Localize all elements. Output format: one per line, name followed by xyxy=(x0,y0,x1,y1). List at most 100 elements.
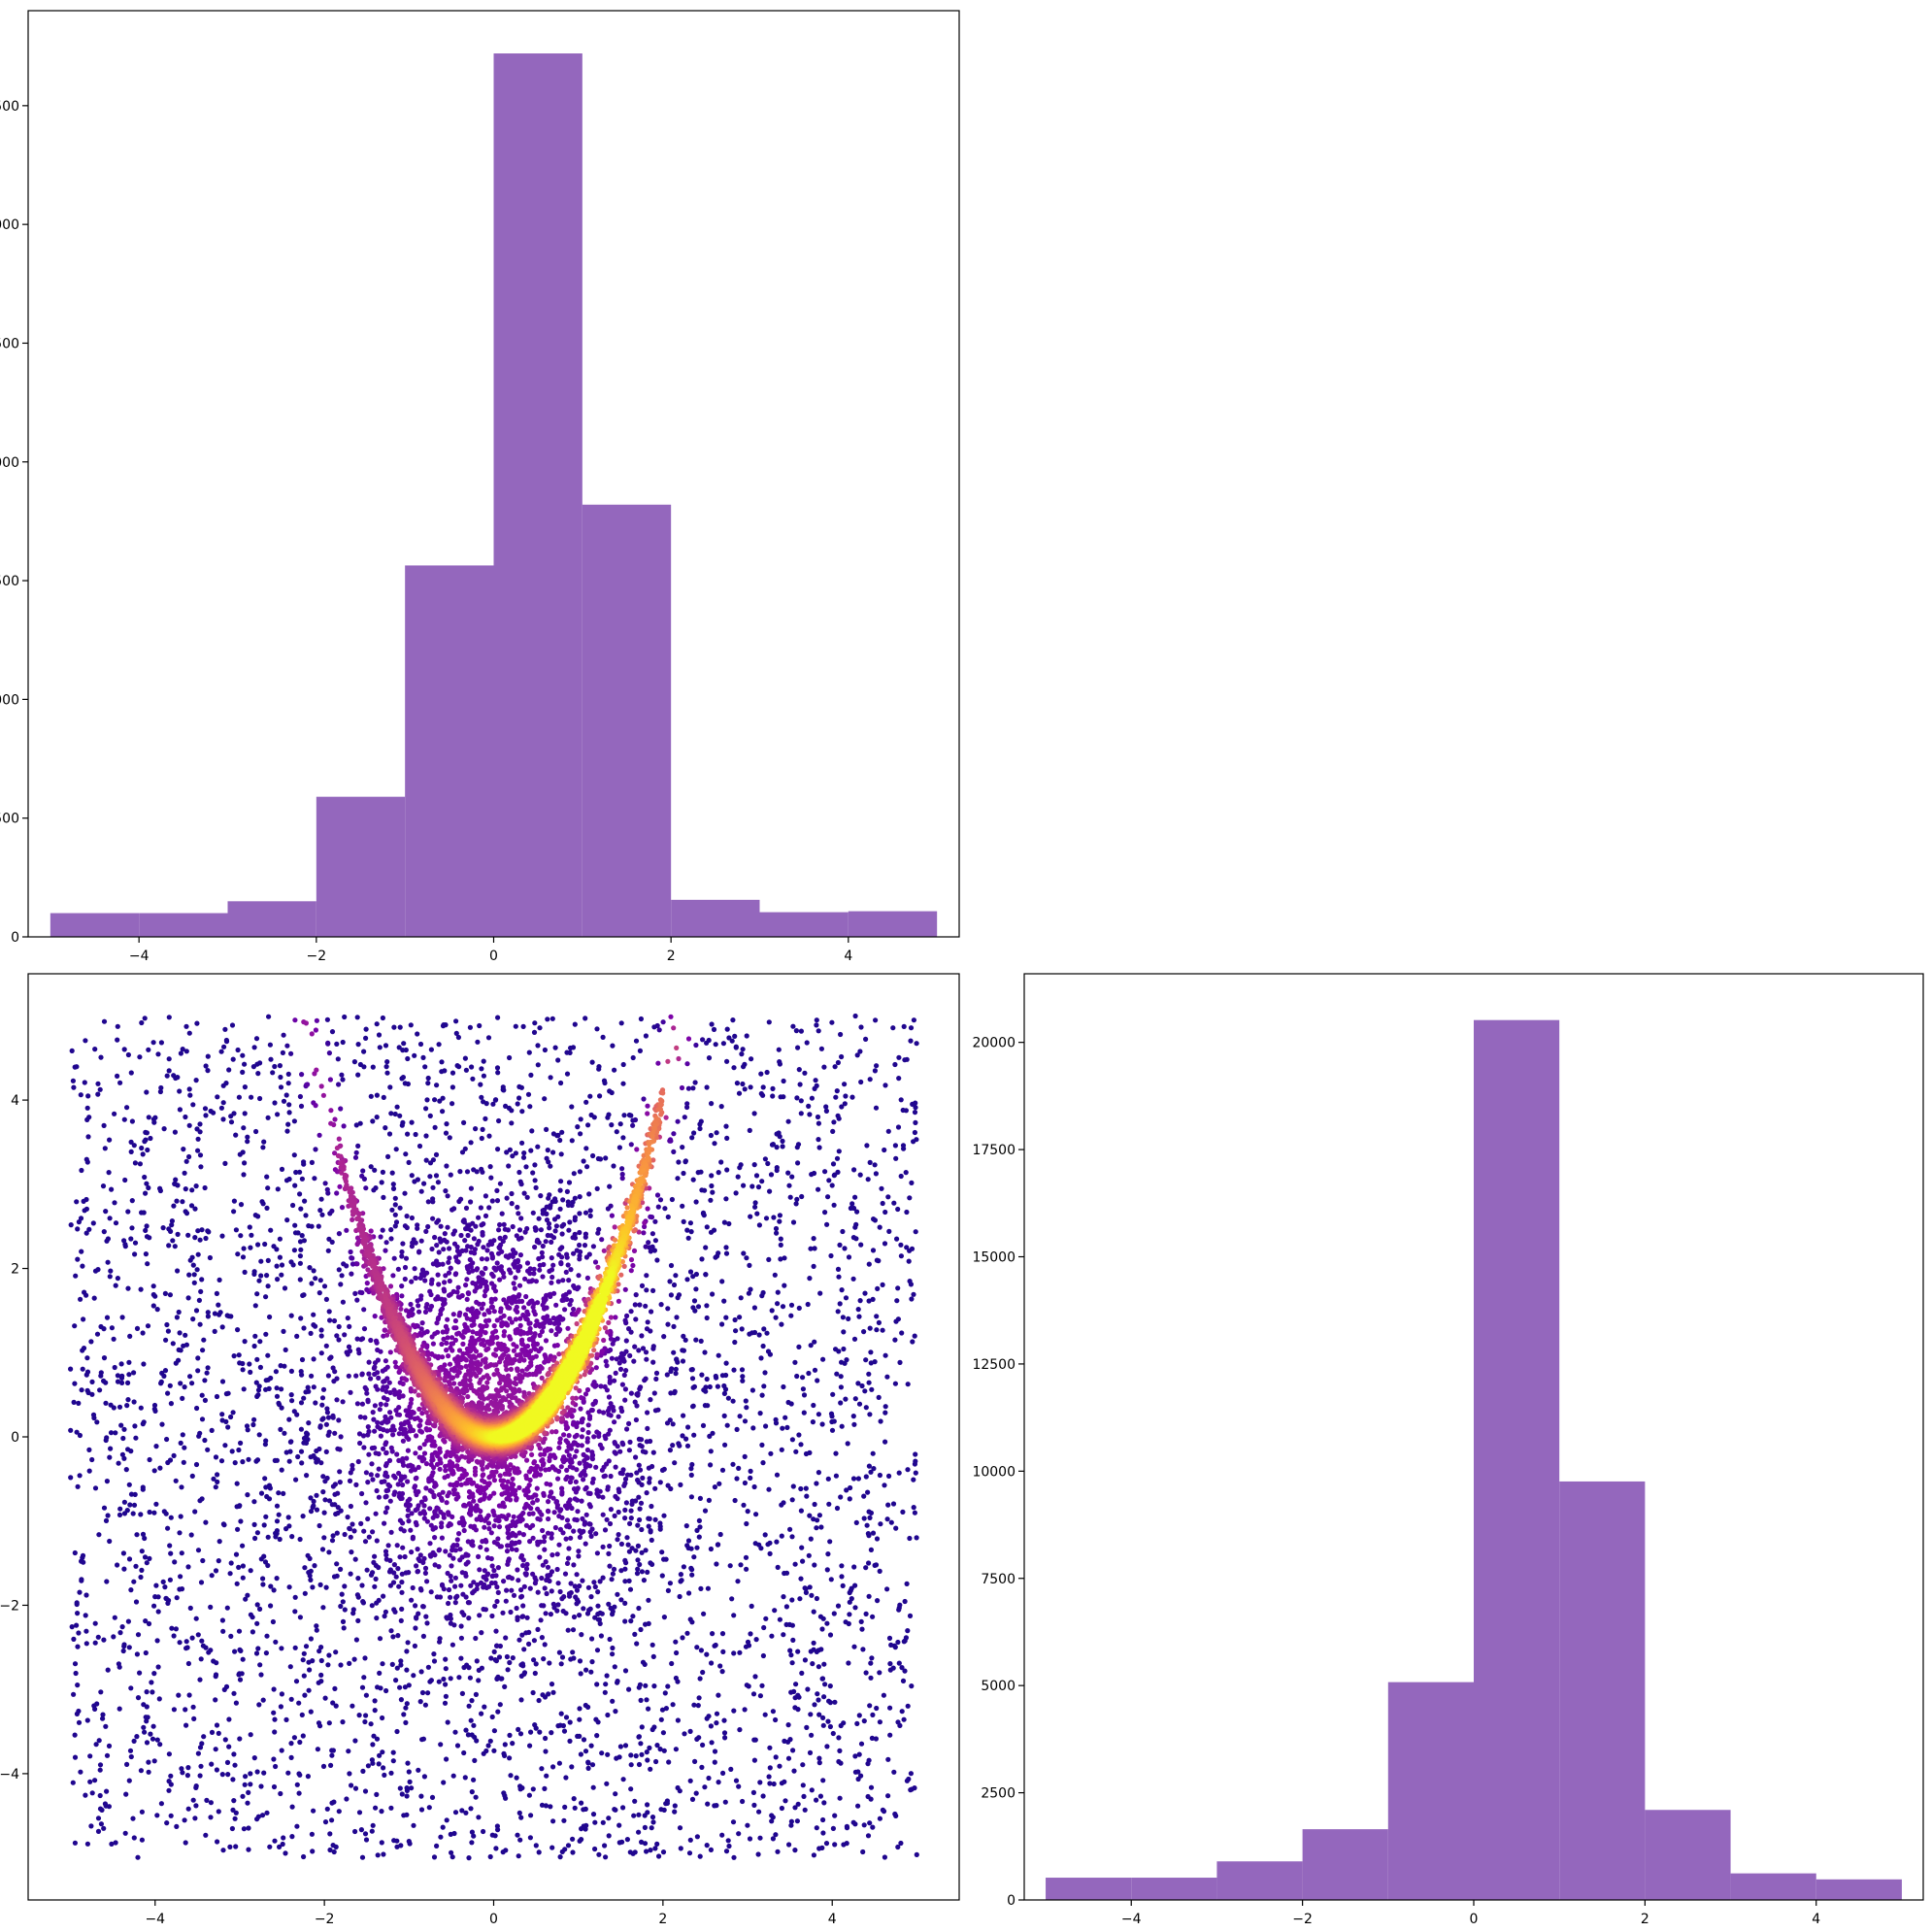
scatter-point xyxy=(675,1295,681,1301)
scatter-point xyxy=(781,1632,786,1638)
scatter-point xyxy=(700,1211,707,1216)
scatter-point xyxy=(432,1234,438,1241)
scatter-point xyxy=(452,1583,458,1589)
scatter-point xyxy=(283,1850,288,1856)
scatter-point xyxy=(384,1505,390,1511)
scatter-point xyxy=(172,1129,178,1135)
scatter-point xyxy=(757,1411,763,1416)
scatter-point xyxy=(80,1366,85,1372)
scatter-point xyxy=(97,1792,103,1799)
scatter-point xyxy=(566,1433,572,1439)
scatter-point xyxy=(639,1526,645,1533)
scatter-point xyxy=(151,1468,157,1474)
scatter-point xyxy=(527,1271,533,1277)
scatter-point xyxy=(434,1320,440,1326)
scatter-point xyxy=(622,1743,629,1749)
scatter-point xyxy=(383,1384,390,1390)
scatter-point xyxy=(620,1135,626,1141)
scatter-point xyxy=(228,1633,234,1639)
scatter-point xyxy=(444,1239,449,1245)
scatter-point xyxy=(443,1682,449,1687)
scatter-point xyxy=(838,1374,844,1380)
scatter-point xyxy=(296,1771,302,1777)
scatter-point xyxy=(507,1522,514,1529)
scatter-point xyxy=(255,1071,261,1077)
scatter-point xyxy=(246,1847,251,1852)
scatter-point xyxy=(812,1702,817,1708)
scatter-point xyxy=(135,1695,142,1701)
scatter-point xyxy=(847,1496,852,1502)
scatter-point xyxy=(882,1404,888,1410)
scatter-point xyxy=(337,1480,343,1485)
scatter-point xyxy=(251,1343,257,1349)
scatter-point xyxy=(426,1805,432,1811)
scatter-point xyxy=(907,1195,913,1201)
scatter-point xyxy=(634,1403,640,1409)
scatter-point xyxy=(594,1550,601,1556)
scatter-point xyxy=(302,1590,308,1596)
scatter-point xyxy=(645,1425,650,1431)
scatter-point xyxy=(696,1534,702,1540)
scatter-point xyxy=(851,1644,857,1649)
scatter-point xyxy=(465,1539,471,1545)
scatter-point xyxy=(532,1312,538,1317)
scatter-point xyxy=(392,1475,398,1481)
scatter-point xyxy=(371,1187,377,1193)
scatter-point xyxy=(444,1163,449,1169)
scatter-point xyxy=(520,1562,526,1569)
scatter-point xyxy=(121,1047,127,1052)
scatter-point xyxy=(372,1403,378,1409)
scatter-point xyxy=(531,1029,538,1035)
scatter-point xyxy=(870,1530,877,1536)
scatter-point xyxy=(142,1535,148,1542)
scatter-point xyxy=(285,1515,291,1520)
scatter-point xyxy=(721,1298,727,1304)
scatter-point xyxy=(890,1025,896,1031)
scatter-point xyxy=(489,1613,495,1619)
scatter-point xyxy=(414,1475,419,1481)
scatter-point xyxy=(317,1582,323,1587)
scatter-point xyxy=(347,1660,352,1666)
scatter-point xyxy=(510,1223,516,1230)
scatter-point xyxy=(794,1818,801,1824)
scatter-point xyxy=(510,1253,516,1259)
scatter-point xyxy=(896,1607,902,1613)
scatter-point xyxy=(314,1492,319,1498)
scatter-point xyxy=(360,1433,367,1439)
scatter-point xyxy=(380,1227,385,1233)
scatter-point xyxy=(838,1031,844,1038)
scatter-point xyxy=(490,1273,496,1280)
scatter-point xyxy=(645,1410,650,1416)
scatter-point xyxy=(481,1073,486,1079)
scatter-point xyxy=(613,1709,618,1715)
scatter-point xyxy=(662,1690,668,1696)
scatter-point xyxy=(279,1166,285,1172)
scatter-point xyxy=(284,1043,290,1049)
scatter-point xyxy=(151,1119,157,1125)
scatter-point xyxy=(553,1499,560,1505)
scatter-point xyxy=(516,1169,522,1176)
scatter-point xyxy=(205,1053,211,1059)
scatter-point xyxy=(700,1742,706,1748)
scatter-point xyxy=(384,1396,390,1403)
scatter-point xyxy=(141,1210,147,1216)
scatter-point xyxy=(567,1497,573,1503)
scatter-point xyxy=(550,1149,556,1155)
scatter-point xyxy=(443,1693,449,1699)
scatter-point xyxy=(242,1269,248,1275)
scatter-point xyxy=(709,1173,715,1179)
scatter-point xyxy=(545,1564,551,1570)
scatter-point xyxy=(785,1118,791,1124)
scatter-point xyxy=(716,1692,721,1698)
scatter-point xyxy=(131,1370,137,1376)
scatter-point xyxy=(539,1328,546,1335)
scatter-point xyxy=(896,1076,902,1082)
scatter-point xyxy=(400,1241,406,1247)
scatter-point xyxy=(687,1728,693,1734)
scatter-point xyxy=(470,1076,476,1082)
scatter-point xyxy=(288,1439,294,1445)
scatter-point xyxy=(893,1155,899,1161)
scatter-point xyxy=(448,1265,453,1271)
scatter-point xyxy=(494,1260,500,1266)
scatter-point xyxy=(520,1532,527,1538)
